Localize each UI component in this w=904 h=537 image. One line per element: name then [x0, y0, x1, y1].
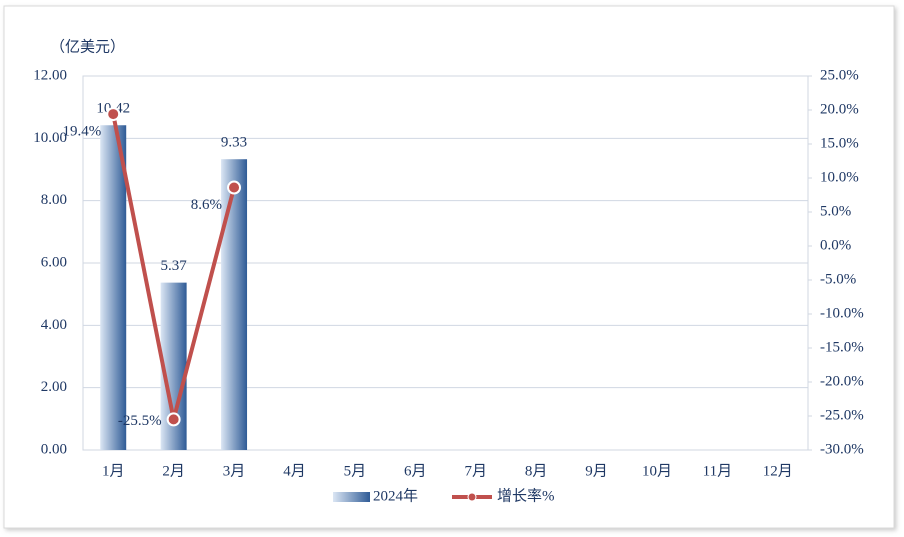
y-tick-label: 2.00 [41, 379, 67, 395]
y-tick-label: 10.00 [33, 130, 67, 146]
line-point [106, 107, 121, 122]
legend-label: 2024年 [373, 487, 418, 504]
x-tick-label: 4月 [283, 463, 306, 479]
y-tick-label: 8.00 [41, 192, 67, 208]
x-tick-label: 3月 [223, 463, 246, 479]
bar-value-label: 5.37 [161, 258, 188, 274]
legend-marker [467, 492, 477, 502]
y-tick-label: 0.00 [41, 441, 67, 457]
y2-tick-label: -30.0% [820, 441, 864, 457]
x-tick-label: 5月 [344, 463, 367, 479]
y-tick-label: 4.00 [41, 317, 67, 333]
x-tick-label: 2月 [162, 463, 185, 479]
x-tick-label: 11月 [703, 463, 732, 479]
x-tick-label: 6月 [404, 463, 427, 479]
legend-swatch [333, 492, 370, 502]
line-point [227, 180, 242, 195]
x-tick-label: 8月 [525, 463, 548, 479]
line-value-label: -25.5% [118, 413, 162, 429]
bar [100, 125, 127, 450]
line-point [166, 412, 181, 427]
y2-tick-label: -20.0% [820, 373, 864, 389]
x-tick-label: 1月 [102, 463, 125, 479]
y2-tick-label: 10.0% [820, 169, 859, 185]
y2-tick-label: -25.0% [820, 407, 864, 423]
x-tick-label: 9月 [585, 463, 608, 479]
line-value-label: 19.4% [62, 124, 101, 140]
x-tick-label: 7月 [464, 463, 487, 479]
bar [221, 159, 248, 450]
y-tick-label: 6.00 [41, 254, 67, 270]
y2-tick-label: -5.0% [820, 271, 856, 287]
y2-tick-label: 20.0% [820, 101, 859, 117]
y2-tick-label: 0.0% [820, 237, 851, 253]
y2-tick-label: 25.0% [820, 67, 859, 83]
line-value-label: 8.6% [191, 197, 222, 213]
y2-tick-label: 15.0% [820, 135, 859, 151]
x-tick-label: 12月 [763, 463, 793, 479]
y-tick-label: 12.00 [33, 67, 67, 83]
y-axis-unit: （亿美元） [50, 38, 125, 55]
legend-label: 增长率% [497, 487, 555, 504]
y2-tick-label: 5.0% [820, 203, 851, 219]
chart-frame [3, 5, 895, 529]
x-tick-label: 10月 [642, 463, 672, 479]
y2-tick-label: -10.0% [820, 305, 864, 321]
y2-tick-label: -15.0% [820, 339, 864, 355]
bar-value-label: 9.33 [221, 135, 247, 151]
